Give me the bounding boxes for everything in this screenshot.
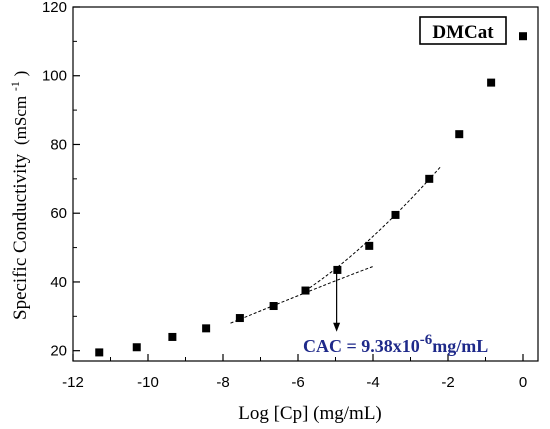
cac-annotation: CAC = 9.38x10-6mg/mL xyxy=(303,271,488,356)
y-tick-label: 120 xyxy=(42,0,67,16)
y-tick-label: 100 xyxy=(42,68,67,85)
legend-box xyxy=(419,16,507,45)
x-tick-label: -10 xyxy=(137,374,159,391)
data-point xyxy=(168,332,177,341)
fit-line xyxy=(305,166,441,291)
x-tick-label: 0 xyxy=(519,374,527,391)
data-point xyxy=(333,265,342,274)
cac-label-exp: -6 xyxy=(420,332,433,348)
data-point xyxy=(519,32,527,41)
y-tick-label: 20 xyxy=(50,343,67,360)
cac-label-unit: mg/mL xyxy=(432,336,488,356)
y-axis-unit-base: (mScm xyxy=(11,96,30,145)
x-tick-label: -2 xyxy=(441,374,454,391)
data-point xyxy=(365,241,374,250)
x-tick-label: -8 xyxy=(216,374,229,391)
data-point xyxy=(455,130,464,139)
data-point xyxy=(269,302,278,311)
data-point xyxy=(487,78,496,87)
x-tick-label: -12 xyxy=(62,374,84,391)
cac-label: CAC = 9.38x10-6mg/mL xyxy=(303,332,488,356)
data-points xyxy=(95,32,527,357)
data-point xyxy=(235,314,244,323)
x-tick-label: -6 xyxy=(291,374,304,391)
plot-area-frame xyxy=(72,6,539,362)
y-tick-label: 80 xyxy=(50,136,67,153)
x-tick-label: -4 xyxy=(366,374,379,391)
y-tick-label: 40 xyxy=(50,274,67,291)
fit-line xyxy=(230,266,374,324)
legend: DMCat xyxy=(419,16,507,45)
data-point xyxy=(391,210,400,219)
legend-label: DMCat xyxy=(432,22,494,43)
data-point xyxy=(132,343,141,352)
y-axis-title: Specific Conductivity (mScm -1 ) xyxy=(3,71,31,320)
data-point xyxy=(202,324,211,333)
y-axis-unit-exp: -1 xyxy=(8,81,22,91)
cac-arrow-head xyxy=(333,322,341,332)
x-axis: -12 -10 -8 -6 -4 -2 0 xyxy=(62,354,527,391)
data-point xyxy=(95,348,104,357)
data-point xyxy=(425,174,434,183)
y-axis-unit-close: ) xyxy=(11,71,30,77)
data-point xyxy=(301,286,310,295)
y-axis: 20 40 60 80 100 120 xyxy=(42,0,80,360)
fit-lines xyxy=(230,166,441,324)
cac-label-base: CAC = 9.38x10 xyxy=(303,336,420,356)
y-tick-label: 60 xyxy=(50,205,67,222)
y-axis-title-main: Specific Conductivity xyxy=(10,153,31,320)
x-axis-title: Log [Cp] (mg/mL) xyxy=(238,403,382,424)
